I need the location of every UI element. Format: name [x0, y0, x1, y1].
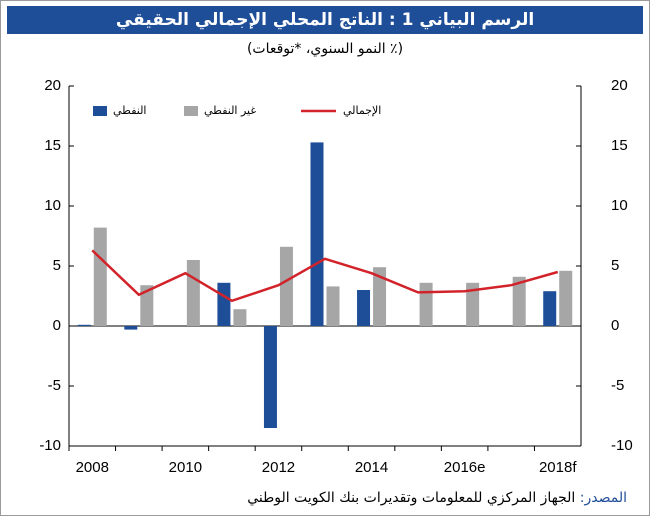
source-text: الجهاز المركزي للمعلومات وتقديرات بنك ال…	[247, 490, 576, 506]
source-note: المصدر: الجهاز المركزي للمعلومات وتقديرا…	[247, 490, 627, 506]
y2-tick-label: 5	[611, 257, 619, 274]
y2-tick-label: -10	[611, 437, 633, 454]
y-tick-label: 10	[44, 197, 61, 214]
bar	[512, 276, 526, 326]
bar	[93, 227, 107, 326]
chart-subtitle: (٪ النمو السنوي، *توقعات)	[246, 41, 404, 57]
bar	[124, 326, 138, 330]
bar	[559, 270, 573, 326]
y-tick-label: 15	[44, 137, 61, 154]
y-tick-label: 20	[44, 77, 61, 94]
x-tick-label: 2008	[76, 459, 109, 476]
y-tick-label: -10	[39, 437, 61, 454]
x-tick-label: 2018f	[539, 459, 577, 476]
x-tick-label: 2010	[169, 459, 202, 476]
y-tick-label: 0	[53, 317, 61, 334]
bar	[279, 246, 293, 326]
x-tick-label: 2014	[355, 459, 388, 476]
y-tick-label: -5	[48, 377, 61, 394]
y2-tick-label: 10	[611, 197, 628, 214]
bar	[263, 326, 277, 428]
legend-label: النفطي	[113, 104, 146, 117]
bar	[357, 290, 371, 326]
bar	[233, 309, 247, 326]
y2-tick-label: 15	[611, 137, 628, 154]
source-label: المصدر:	[579, 490, 627, 506]
y2-tick-label: 20	[611, 77, 628, 94]
bar	[186, 260, 200, 326]
bar	[373, 267, 387, 326]
bar	[140, 285, 154, 326]
bar	[77, 324, 91, 326]
bar	[543, 291, 557, 326]
x-tick-label: 2012	[262, 459, 295, 476]
line-series	[91, 249, 559, 303]
x-tick-label: 2016e	[444, 459, 486, 476]
bar	[466, 282, 480, 326]
legend-label: غير النفطي	[204, 104, 256, 117]
chart-title: الرسم البياني 1 : الناتج المحلي الإجمالي…	[7, 6, 643, 34]
bar	[310, 142, 324, 326]
y-tick-label: 5	[53, 257, 61, 274]
y2-tick-label: 0	[611, 317, 619, 334]
legend-swatch	[184, 106, 198, 116]
bar	[419, 282, 433, 326]
y2-tick-label: -5	[611, 377, 624, 394]
bar	[217, 282, 231, 326]
legend-swatch	[93, 106, 107, 116]
legend-label: الإجمالي	[343, 104, 381, 117]
bar	[326, 286, 340, 326]
